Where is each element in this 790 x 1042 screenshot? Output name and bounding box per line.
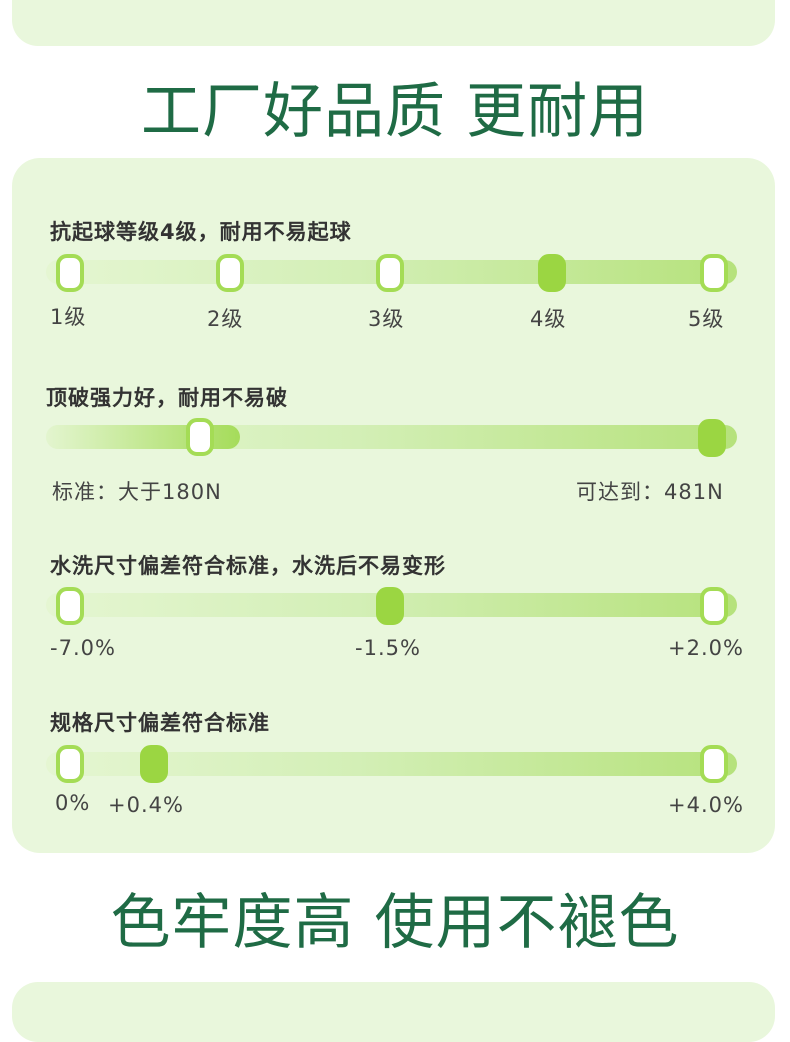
max-label: +2.0%	[668, 636, 744, 660]
bottom-panel	[12, 982, 775, 1042]
metric-title: 顶破强力好，耐用不易破	[46, 386, 288, 410]
max-marker	[700, 745, 728, 783]
metric-title: 水洗尺寸偏差符合标准，水洗后不易变形	[50, 554, 446, 578]
top-panel	[12, 0, 775, 46]
achieved-marker	[698, 419, 726, 457]
section-heading-quality: 工厂好品质 更耐用	[140, 77, 650, 147]
scale-label-1: 1级	[50, 305, 87, 329]
max-marker	[700, 587, 728, 625]
metric-title: 规格尺寸偏差符合标准	[50, 711, 270, 735]
scale-label-3: 3级	[368, 307, 405, 331]
metric-title: 抗起球等级4级，耐用不易起球	[50, 220, 352, 244]
scale-marker-3	[376, 254, 404, 292]
scale-marker-1	[56, 254, 84, 292]
achieved-label: 可达到：481N	[576, 480, 724, 504]
min-label: 0%	[55, 791, 91, 815]
min-label: -7.0%	[50, 636, 116, 660]
value-marker	[376, 587, 404, 625]
value-label: -1.5%	[355, 636, 421, 660]
scale-marker-5	[700, 254, 728, 292]
section-heading-colorfast: 色牢度高 使用不褪色	[110, 888, 680, 958]
value-marker	[140, 745, 168, 783]
bursting-scale-bar	[46, 425, 737, 449]
min-marker	[56, 745, 84, 783]
max-label: +4.0%	[668, 793, 744, 817]
standard-label: 标准：大于180N	[52, 480, 222, 504]
scale-label-2: 2级	[207, 307, 244, 331]
scale-label-5: 5级	[688, 307, 725, 331]
scale-label-4: 4级	[530, 307, 567, 331]
scale-marker-4-current	[538, 254, 566, 292]
standard-marker	[186, 418, 214, 456]
value-label: +0.4%	[108, 793, 184, 817]
scale-marker-2	[216, 254, 244, 292]
min-marker	[56, 587, 84, 625]
